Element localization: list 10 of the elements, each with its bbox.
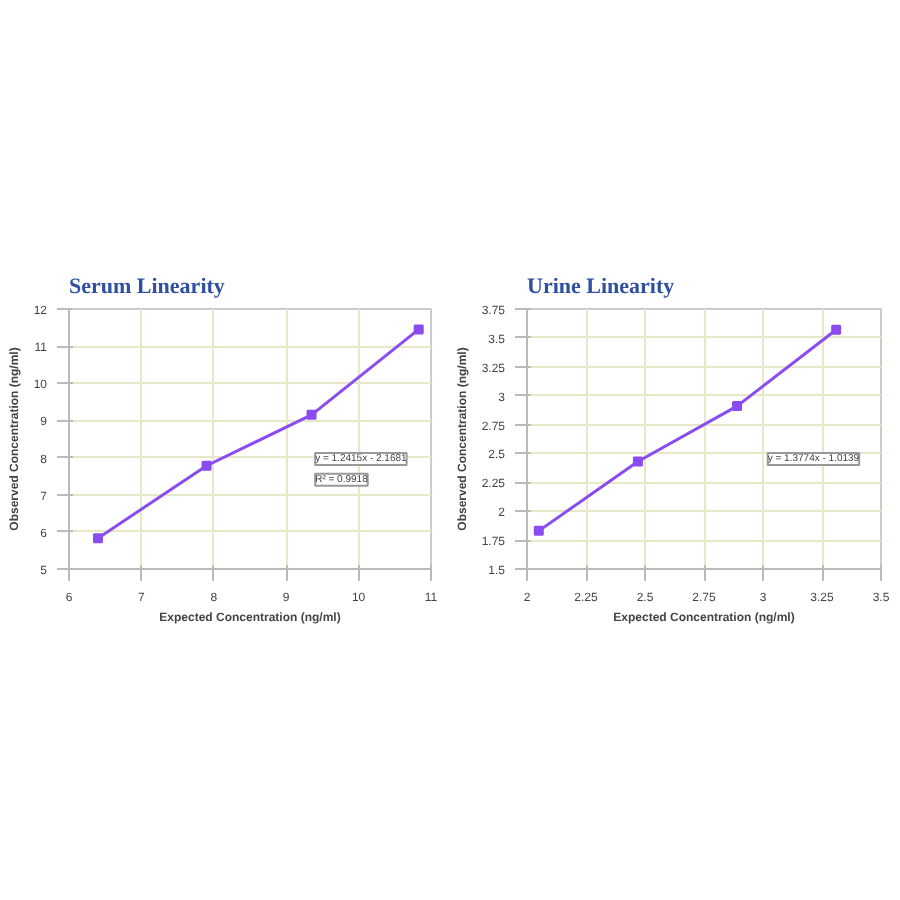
point (92, 533, 103, 544)
point (632, 456, 643, 467)
point (732, 401, 743, 412)
point (413, 324, 424, 335)
point (831, 324, 842, 335)
point (533, 525, 544, 536)
chart-title: Serum Linearity (69, 275, 226, 299)
point (201, 460, 212, 471)
point (306, 409, 317, 420)
chart-title: Urine Linearity (527, 275, 676, 299)
